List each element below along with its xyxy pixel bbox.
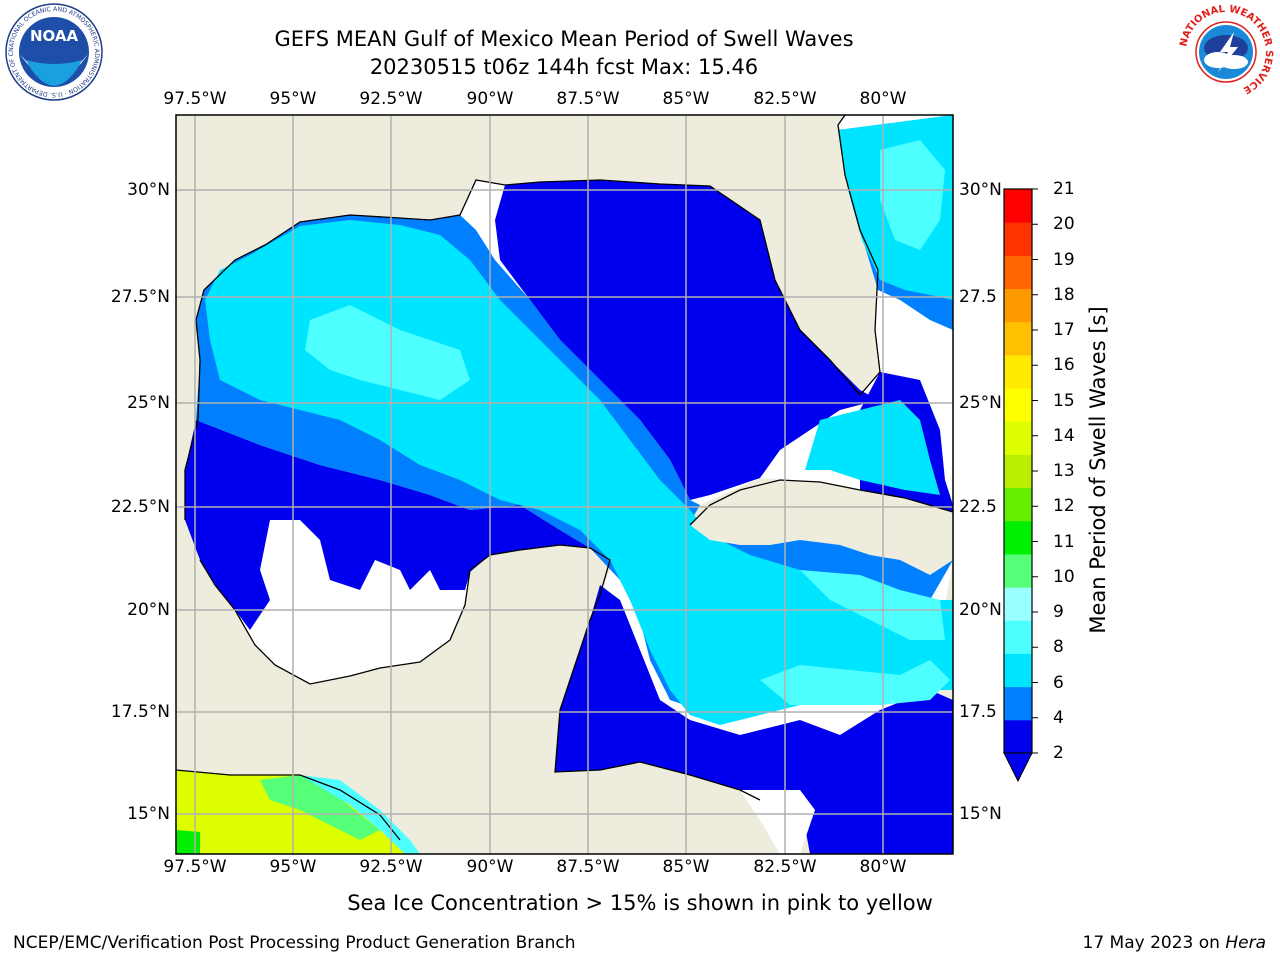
colorbar-tick-label: 14 bbox=[1053, 425, 1075, 446]
colorbar-segment bbox=[1004, 719, 1032, 754]
map-gridlines bbox=[176, 115, 953, 854]
colorbar-tick-label: 19 bbox=[1053, 249, 1075, 270]
lat-label-left: 22.5°N bbox=[110, 497, 170, 517]
colorbar-tick-label: 2 bbox=[1053, 743, 1064, 763]
lon-label-bottom: 92.5°W bbox=[359, 857, 423, 877]
lat-label-left: 15°N bbox=[127, 804, 170, 824]
coastline bbox=[689, 479, 953, 526]
swell-band-8-9s bbox=[880, 140, 945, 250]
high-period-area bbox=[260, 775, 380, 840]
lon-label-bottom: 85°W bbox=[662, 857, 710, 877]
colorbar-segment bbox=[1004, 388, 1032, 422]
colorbar-tick-label: 16 bbox=[1053, 355, 1075, 376]
lat-label-right: 15°N bbox=[959, 804, 1002, 824]
lon-label-top: 90°W bbox=[466, 89, 514, 109]
lat-label-right: 17.5 bbox=[959, 702, 997, 722]
colorbar-segment bbox=[1004, 255, 1032, 290]
noaa-logo: NATIONAL OCEANIC AND ATMOSPHERIC ADMINIS… bbox=[4, 2, 103, 101]
lon-label-bottom: 90°W bbox=[466, 857, 514, 877]
colorbar-extend-arrow bbox=[1003, 752, 1033, 783]
cuba-land bbox=[690, 480, 953, 575]
lat-label-right: 27.5 bbox=[959, 287, 997, 307]
forecast-subtitle: 20230515 t06z 144h fcst Max: 15.46 bbox=[369, 55, 759, 79]
swell-band-8-9s bbox=[305, 305, 470, 400]
swell-band-8-9s bbox=[800, 570, 945, 640]
colorbar-segment bbox=[1004, 587, 1032, 621]
machine-name: Hera bbox=[1225, 933, 1266, 953]
lat-label-right: 25°N bbox=[959, 393, 1002, 413]
colorbar-tick-label: 21 bbox=[1053, 179, 1075, 199]
coastline bbox=[176, 769, 401, 841]
lon-label-top: 80°W bbox=[859, 89, 907, 109]
lon-label-top: 97.5°W bbox=[163, 89, 227, 109]
colorbar-segment bbox=[1004, 487, 1032, 522]
lon-label-top: 85°W bbox=[662, 89, 710, 109]
date-text: 17 May 2023 on bbox=[1082, 933, 1226, 953]
colorbar-tick-label: 4 bbox=[1053, 707, 1064, 728]
central-america-land bbox=[600, 762, 790, 854]
high-period-area bbox=[300, 775, 420, 854]
colorbar-segment bbox=[1004, 653, 1032, 688]
credit-text: NCEP/EMC/Verification Post Processing Pr… bbox=[13, 933, 576, 953]
colorbar-segment bbox=[1004, 222, 1032, 256]
lat-label-left: 17.5°N bbox=[110, 702, 170, 722]
lat-label-right: 30°N bbox=[959, 180, 1002, 200]
colorbar-tick-label: 10 bbox=[1053, 566, 1075, 587]
swell-band-2-4s bbox=[555, 585, 953, 854]
colorbar-segment bbox=[1004, 288, 1032, 323]
colorbar-segment bbox=[1004, 520, 1032, 555]
sea-ice-note: Sea Ice Concentration > 15% is shown in … bbox=[347, 891, 933, 915]
colorbar-tick-label: 6 bbox=[1053, 672, 1064, 693]
lat-label-left: 20°N bbox=[127, 600, 170, 620]
colorbar-segment bbox=[1004, 454, 1032, 489]
lon-label-bottom: 95°W bbox=[269, 857, 317, 877]
colorbar-tick-label: 12 bbox=[1053, 496, 1075, 517]
colorbar-tick-label: 17 bbox=[1053, 320, 1075, 340]
colorbar-segment bbox=[1004, 686, 1032, 721]
colorbar-segment bbox=[1004, 620, 1032, 654]
nws-logo: NATIONAL WEATHER SERVICE bbox=[1178, 4, 1274, 100]
colorbar-tick-label: 13 bbox=[1053, 461, 1075, 481]
lon-label-bottom: 80°W bbox=[859, 857, 907, 877]
lon-label-bottom: 87.5°W bbox=[556, 857, 620, 877]
swell-band-8-9s bbox=[760, 660, 950, 705]
lon-label-top: 92.5°W bbox=[359, 89, 423, 109]
lat-label-left: 25°N bbox=[127, 393, 170, 413]
map-frame bbox=[175, 114, 954, 855]
colorbar-segment bbox=[1004, 421, 1032, 455]
swell-band-2-4s bbox=[185, 420, 590, 630]
lat-label-left: 27.5°N bbox=[110, 287, 170, 307]
lon-label-top: 82.5°W bbox=[753, 89, 817, 109]
lon-label-bottom: 82.5°W bbox=[753, 857, 817, 877]
map-title: GEFS MEAN Gulf of Mexico Mean Period of … bbox=[274, 27, 854, 51]
high-period-area bbox=[176, 830, 200, 854]
colorbar-tick-label: 11 bbox=[1053, 531, 1075, 552]
colorbar-tick-label: 9 bbox=[1053, 602, 1064, 622]
lat-label-right: 22.5 bbox=[959, 497, 997, 517]
lon-label-top: 95°W bbox=[269, 89, 317, 109]
lat-label-right: 20°N bbox=[959, 600, 1002, 620]
colorbar-segment bbox=[1004, 321, 1032, 356]
lat-label-left: 30°N bbox=[127, 180, 170, 200]
colorbar-tick-label: 20 bbox=[1053, 214, 1075, 235]
colorbar-segment bbox=[1004, 189, 1032, 223]
coastline bbox=[184, 115, 881, 520]
swell-band-6-8s bbox=[805, 400, 940, 495]
no-data-patch bbox=[740, 790, 815, 854]
noaa-logo-text: NOAA bbox=[30, 27, 79, 45]
lon-label-bottom: 97.5°W bbox=[163, 857, 227, 877]
colorbar-tick-label: 18 bbox=[1053, 284, 1075, 305]
colorbar-units-label: Mean Period of Swell Waves [s] bbox=[1086, 306, 1110, 634]
colorbar-tick-label: 15 bbox=[1053, 390, 1075, 411]
colorbar-segment bbox=[1004, 354, 1032, 389]
colorbar-tick-label: 8 bbox=[1053, 637, 1064, 658]
coastline bbox=[199, 544, 761, 801]
date-stamp: 17 May 2023 on Hera bbox=[1083, 933, 1267, 953]
colorbar-segment bbox=[1004, 553, 1032, 588]
lon-label-top: 87.5°W bbox=[556, 89, 620, 109]
